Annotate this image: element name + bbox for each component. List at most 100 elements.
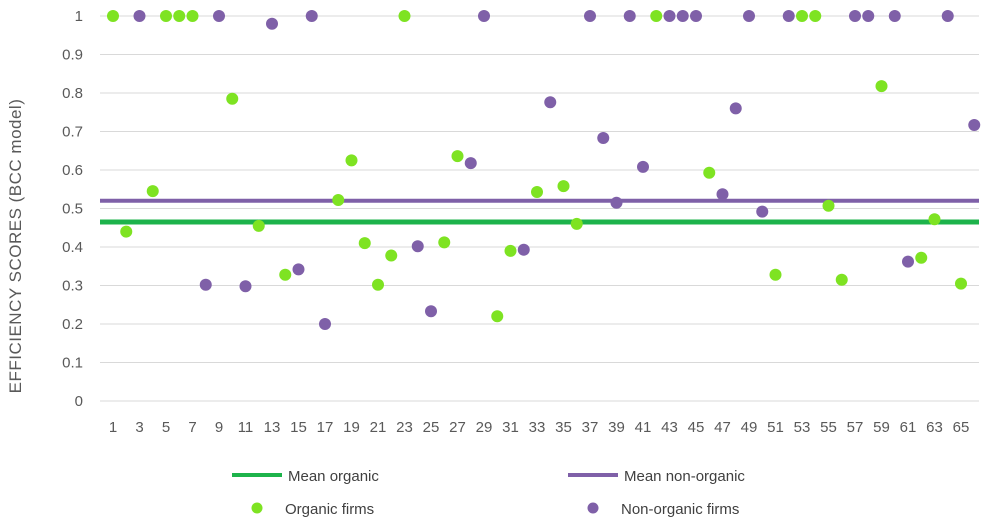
grid-lines — [100, 15, 979, 402]
x-tick-label: 25 — [423, 419, 440, 436]
x-tick-label: 33 — [529, 419, 546, 436]
y-tick-label: 0.6 — [62, 162, 83, 179]
organic-firm-point — [372, 278, 384, 291]
x-tick-label: 49 — [741, 419, 758, 436]
legend-label-mean-organic: Mean organic — [288, 468, 379, 485]
organic-firm-point — [451, 150, 464, 163]
legend-label-non-organic-firms: Non-organic firms — [621, 501, 739, 518]
organic-firm-point — [491, 310, 504, 323]
organic-firm-point — [279, 268, 292, 281]
x-tick-label: 27 — [449, 419, 466, 436]
organic-firm-point — [915, 251, 928, 264]
x-tick-label: 15 — [290, 419, 307, 436]
x-tick-label: 35 — [555, 419, 572, 436]
x-tick-label: 55 — [820, 419, 837, 436]
non-organic-firm-point — [305, 10, 318, 22]
non-organic-firm-point — [849, 10, 861, 22]
x-tick-label: 59 — [873, 419, 890, 436]
x-tick-label: 13 — [264, 419, 281, 436]
non-organic-firm-point — [610, 196, 623, 209]
organic-firm-point — [186, 10, 199, 22]
non-organic-firm-point — [464, 157, 477, 170]
y-tick-label: 0.5 — [62, 201, 83, 218]
x-tick-label: 53 — [794, 419, 811, 436]
organic-firm-point — [955, 277, 967, 290]
x-tick-label: 23 — [396, 419, 413, 436]
non-organic-firm-point — [743, 10, 755, 22]
organic-firm-point — [160, 10, 172, 22]
organic-firm-point — [557, 180, 570, 193]
organic-firm-point — [875, 80, 888, 93]
x-tick-label: 39 — [608, 419, 625, 436]
non-organic-firm-point — [663, 10, 676, 22]
x-tick-label: 29 — [476, 419, 493, 436]
data-points — [107, 10, 981, 330]
non-organic-firm-point — [213, 10, 225, 22]
organic-firm-point — [345, 154, 358, 167]
y-tick-label: 0.3 — [62, 278, 83, 295]
non-organic-firm-point — [266, 17, 278, 30]
non-organic-firm-point — [968, 118, 981, 131]
x-tick-label: 17 — [317, 419, 334, 436]
organic-firm-point — [332, 194, 345, 207]
organic-firm-point — [504, 244, 517, 257]
non-organic-firm-point — [478, 10, 490, 22]
x-tick-label: 37 — [582, 419, 599, 436]
y-tick-label: 0.1 — [62, 355, 83, 372]
non-organic-firm-point — [941, 10, 954, 22]
x-tick-label: 1 — [109, 419, 117, 436]
y-axis-label: EFFICIENCY SCORES (BCC model) — [6, 99, 25, 394]
non-organic-firm-point — [425, 305, 437, 318]
y-tick-label: 0.2 — [62, 316, 83, 333]
non-organic-firm-point — [597, 132, 610, 145]
organic-firm-point — [146, 185, 159, 198]
organic-firm-point — [703, 166, 716, 179]
x-tick-label: 31 — [502, 419, 519, 436]
organic-firm-point — [809, 10, 822, 22]
x-tick-label: 65 — [953, 419, 970, 436]
organic-firm-point — [769, 268, 782, 281]
non-organic-firm-point — [716, 188, 729, 201]
organic-firm-point — [796, 10, 808, 22]
y-tick-label: 0.4 — [62, 239, 83, 256]
non-organic-firm-point — [902, 255, 914, 268]
legend: Mean organic Mean non-organic Organic fi… — [232, 468, 745, 518]
y-axis-ticks: 0 0.1 0.2 0.3 0.4 0.5 0.6 0.7 0.8 0.9 1 — [62, 8, 83, 410]
legend-label-organic-firms: Organic firms — [285, 501, 374, 518]
organic-firm-point — [650, 10, 663, 22]
mean-lines — [100, 198, 979, 225]
organic-firm-point — [120, 225, 133, 238]
organic-firm-point — [570, 217, 583, 230]
x-tick-label: 19 — [343, 419, 360, 436]
x-tick-label: 11 — [238, 419, 254, 436]
y-tick-label: 1 — [75, 8, 83, 25]
organic-firm-point — [822, 199, 835, 212]
non-organic-firm-point — [676, 10, 689, 22]
non-organic-firm-point — [729, 102, 742, 115]
legend-swatch-organic-firms — [251, 502, 263, 514]
x-tick-label: 43 — [661, 419, 678, 436]
x-tick-label: 41 — [635, 419, 652, 436]
non-organic-firm-point — [623, 10, 636, 22]
non-organic-firm-point — [411, 240, 424, 253]
organic-firm-point — [173, 10, 186, 22]
x-tick-label: 9 — [215, 419, 223, 436]
x-tick-label: 5 — [162, 419, 170, 436]
x-tick-label: 45 — [688, 419, 705, 436]
non-organic-firm-point — [690, 10, 702, 22]
organic-firm-point — [385, 249, 398, 262]
x-tick-label: 63 — [926, 419, 943, 436]
x-tick-label: 7 — [188, 419, 196, 436]
legend-label-mean-non-organic: Mean non-organic — [624, 468, 745, 485]
organic-firm-point — [107, 10, 119, 22]
organic-firm-point — [531, 185, 543, 198]
non-organic-firm-point — [862, 10, 875, 22]
non-organic-firm-point — [292, 263, 305, 276]
organic-firm-point — [438, 236, 451, 249]
x-tick-label: 21 — [370, 419, 387, 436]
x-tick-label: 61 — [900, 419, 917, 436]
x-axis-ticks: 1 3 5 7 9 11 13 15 17 19 21 23 25 27 29 31 33 35 37 39 41 43 4… — [109, 419, 970, 436]
organic-firm-point — [252, 219, 265, 232]
organic-firm-point — [226, 92, 239, 105]
